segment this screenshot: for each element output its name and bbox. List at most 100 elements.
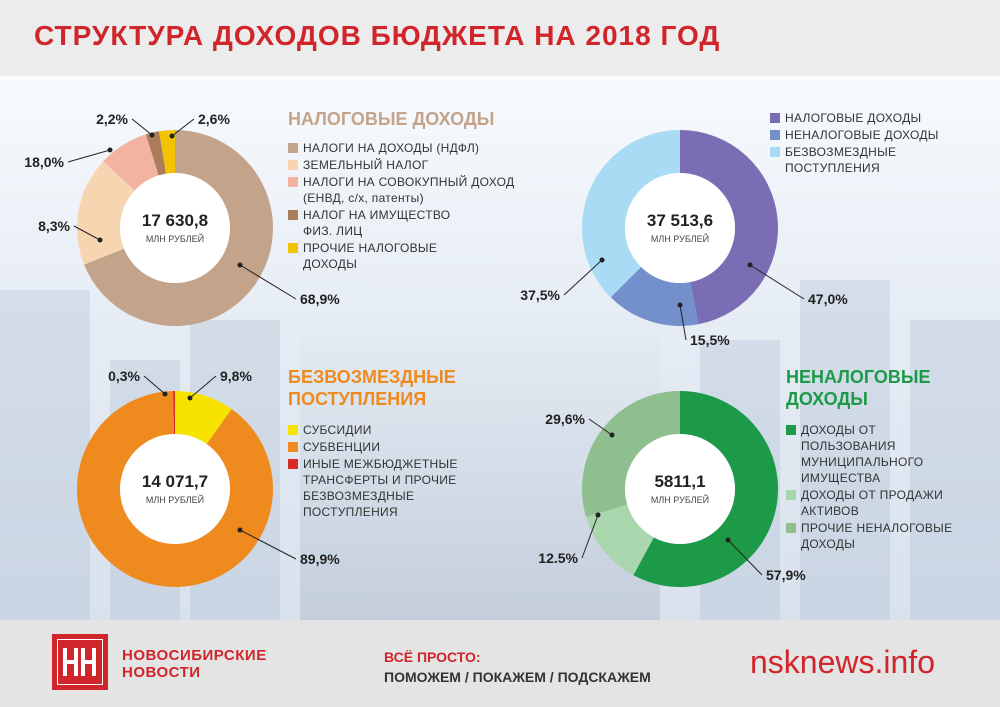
section-title-line: НЕНАЛОГОВЫЕ xyxy=(786,367,931,387)
slice-label: 0,3% xyxy=(108,368,140,384)
legend-label: СУБСИДИИ xyxy=(303,423,372,437)
legend-label: СУБВЕНЦИИ xyxy=(303,440,381,454)
leader-line xyxy=(143,375,166,395)
legend-total: НАЛОГОВЫЕ ДОХОДЫ НЕНАЛОГОВЫЕ ДОХОДЫ БЕЗВОЗ… xyxy=(770,110,939,177)
slice-label: 8,3% xyxy=(38,218,70,234)
legend-swatch xyxy=(288,442,298,452)
legend-swatch xyxy=(288,425,298,435)
legend-item: НАЛОГИ НА ДОХОДЫ (НДФЛ) xyxy=(288,140,514,156)
slogan-line-1: ВСЁ ПРОСТО: xyxy=(384,649,481,665)
center-unit: МЛН РУБЛЕЙ xyxy=(146,494,204,505)
donut-hole xyxy=(120,434,230,544)
legend-label: ПОСТУПЛЕНИЯ xyxy=(785,161,880,175)
slice-label: 89,9% xyxy=(300,551,340,567)
donut-slice xyxy=(84,130,273,326)
legend-swatch xyxy=(786,490,796,500)
leader-dot xyxy=(725,537,731,543)
leader-dot xyxy=(187,395,193,401)
logo-line-1: НОВОСИБИРСКИЕ xyxy=(122,647,267,664)
donut-slice xyxy=(680,130,778,325)
section-title-line: НАЛОГОВЫЕ ДОХОДЫ xyxy=(288,109,495,129)
legend-label: БЕЗВОЗМЕЗДНЫЕ xyxy=(785,145,897,159)
donut-slice xyxy=(173,391,175,435)
leader-line xyxy=(727,539,763,576)
legend-item: НАЛОГОВЫЕ ДОХОДЫ xyxy=(770,110,939,126)
legend-item: НАЛОГ НА ИМУЩЕСТВО ФИЗ. ЛИЦ xyxy=(288,207,514,239)
donut-slice xyxy=(582,130,680,298)
slice-label: 47,0% xyxy=(808,291,848,307)
slice-label: 68,9% xyxy=(300,291,340,307)
slice-label: 37,5% xyxy=(520,287,560,303)
background-building xyxy=(800,280,890,620)
legend-item: СУБВЕНЦИИ xyxy=(288,439,458,455)
background-building xyxy=(910,320,1000,620)
leader-line xyxy=(239,529,297,560)
leader-line xyxy=(189,375,217,399)
background-building xyxy=(0,290,90,620)
legend-label: ИНЫЕ МЕЖБЮДЖЕТНЫЕ xyxy=(303,457,458,471)
leader-dot xyxy=(97,237,103,243)
logo-text: НОВОСИБИРСКИЕ НОВОСТИ xyxy=(122,647,267,681)
legend-item: ПРОЧИЕ НЕНАЛОГОВЫЕ ДОХОДЫ xyxy=(786,520,952,552)
header: СТРУКТУРА ДОХОДОВ БЮДЖЕТА НА 2018 ГОД xyxy=(0,0,1000,76)
legend-item: БЕЗВОЗМЕЗДНЫЕ ПОСТУПЛЕНИЯ xyxy=(770,144,939,176)
leader-dot xyxy=(237,527,243,533)
legend-tax: НАЛОГИ НА ДОХОДЫ (НДФЛ) ЗЕМЕЛЬНЫЙ НАЛОГ НА… xyxy=(288,140,514,273)
legend-swatch xyxy=(288,243,298,253)
legend-label: (ЕНВД, с/х, патенты) xyxy=(303,191,424,205)
legend-label: ТРАНСФЕРТЫ И ПРОЧИЕ xyxy=(303,473,457,487)
legend-swatch xyxy=(770,113,780,123)
slice-label: 12.5% xyxy=(538,550,578,566)
slice-label: 15,5% xyxy=(690,332,730,348)
section-title-nontax: НЕНАЛОГОВЫЕ ДОХОДЫ xyxy=(786,366,930,410)
slice-label: 2,6% xyxy=(198,111,230,127)
leader-line xyxy=(563,259,603,296)
leader-line xyxy=(581,514,599,559)
leader-dot xyxy=(149,132,155,138)
slogan-line-2: ПОМОЖЕМ / ПОКАЖЕМ / ПОДСКАЖЕМ xyxy=(384,669,651,685)
leader-dot xyxy=(599,257,605,263)
donut-chart-3: 5811,1 МЛН РУБЛЕЙ 57,9% 12.5% 29,6% xyxy=(538,391,806,587)
leader-dot xyxy=(609,432,615,438)
legend-swatch xyxy=(288,459,298,469)
logo-line-2: НОВОСТИ xyxy=(122,664,201,681)
leader-line xyxy=(588,418,613,436)
legend-swatch xyxy=(288,210,298,220)
legend-item: ИНЫЕ МЕЖБЮДЖЕТНЫЕ ТРАНСФЕРТЫ И ПРОЧИЕ БЕЗВ… xyxy=(288,456,458,520)
donut-hole xyxy=(625,173,735,283)
legend-label: НАЛОГОВЫЕ ДОХОДЫ xyxy=(785,111,922,125)
leader-line xyxy=(679,304,687,341)
donut-slice xyxy=(633,391,779,587)
legend-label: ИМУЩЕСТВА xyxy=(801,471,881,485)
slogan: ВСЁ ПРОСТО: ПОМОЖЕМ / ПОКАЖЕМ / ПОДСКАЖЕ… xyxy=(384,647,651,687)
leader-line xyxy=(67,149,111,163)
legend-nontax: ДОХОДЫ ОТ ПОЛЬЗОВАНИЯ МУНИЦИПАЛЬНОГО ИМУЩЕС… xyxy=(786,422,952,553)
legend-item: ДОХОДЫ ОТ ПОЛЬЗОВАНИЯ МУНИЦИПАЛЬНОГО ИМУЩЕС… xyxy=(786,422,952,486)
legend-item: ЗЕМЕЛЬНЫЙ НАЛОГ xyxy=(288,157,514,173)
legend-label: ПРОЧИЕ НЕНАЛОГОВЫЕ xyxy=(801,521,953,535)
leader-line xyxy=(73,225,101,241)
legend-swatch xyxy=(288,177,298,187)
leader-dot xyxy=(107,147,113,153)
center-value: 14 071,7 xyxy=(142,472,208,491)
donut-slice xyxy=(581,391,680,517)
legend-label: ДОХОДЫ ОТ ПРОДАЖИ xyxy=(801,488,944,502)
leader-dot xyxy=(162,391,168,397)
donut-slice xyxy=(76,161,135,265)
leader-line xyxy=(171,118,195,137)
slice-label: 29,6% xyxy=(545,411,585,427)
legend-label: ЗЕМЕЛЬНЫЙ НАЛОГ xyxy=(303,158,429,172)
section-title-gratuitous: БЕЗВОЗМЕЗДНЫЕ ПОСТУПЛЕНИЯ xyxy=(288,366,456,410)
legend-label: НАЛОГ НА ИМУЩЕСТВО xyxy=(303,208,451,222)
legend-swatch xyxy=(770,130,780,140)
slice-label: 9,8% xyxy=(220,368,252,384)
center-unit: МЛН РУБЛЕЙ xyxy=(146,233,204,244)
section-title-line: ДОХОДЫ xyxy=(786,389,868,409)
legend-item: СУБСИДИИ xyxy=(288,422,458,438)
donut-hole xyxy=(120,173,230,283)
legend-label: МУНИЦИПАЛЬНОГО xyxy=(801,455,924,469)
site-link[interactable]: nsknews.info xyxy=(750,644,935,680)
legend-label: ДОХОДЫ ОТ xyxy=(801,423,877,437)
legend-item: ПРОЧИЕ НАЛОГОВЫЕ ДОХОДЫ xyxy=(288,240,514,272)
